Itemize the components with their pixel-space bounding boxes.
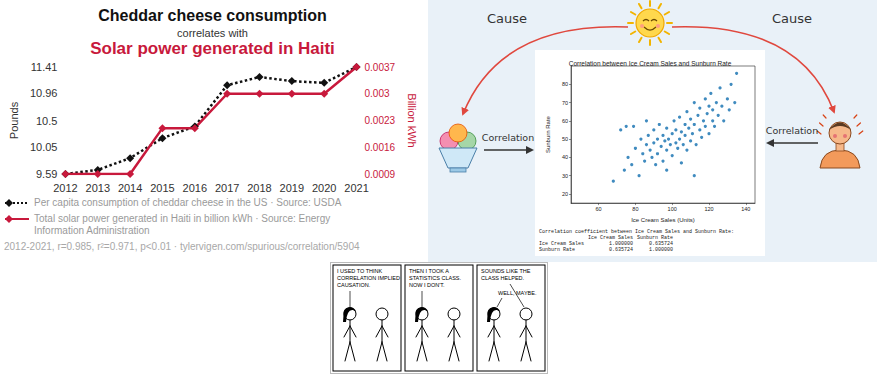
svg-text:60: 60 xyxy=(596,206,602,212)
svg-text:Cause: Cause xyxy=(487,11,527,26)
svg-text:Ice Cream Sales (Units): Ice Cream Sales (Units) xyxy=(631,217,695,223)
svg-text:Pounds: Pounds xyxy=(8,101,20,139)
svg-text:2013: 2013 xyxy=(86,182,110,194)
svg-text:CORRELATION IMPLIED: CORRELATION IMPLIED xyxy=(337,275,400,281)
svg-text:Sunburn Rate: Sunburn Rate xyxy=(545,115,551,153)
html-text:Total solar power generated in: Total solar power generated in Haiti in … xyxy=(34,213,331,236)
svg-text:50: 50 xyxy=(562,136,568,142)
svg-text:2014: 2014 xyxy=(118,182,142,194)
svg-text:THEN I TOOK A: THEN I TOOK A xyxy=(409,268,449,274)
svg-text:NOW I DON'T.: NOW I DON'T. xyxy=(409,282,445,288)
svg-text:SOUNDS LIKE THE: SOUNDS LIKE THE xyxy=(481,268,531,274)
svg-text:2017: 2017 xyxy=(215,182,239,194)
svg-text:2019: 2019 xyxy=(280,182,304,194)
svg-text:STATISTICS CLASS.: STATISTICS CLASS. xyxy=(409,275,462,281)
svg-text:10.05: 10.05 xyxy=(30,141,58,153)
html-text:Correlation coefficient betwee: Correlation coefficient between Ice Crea… xyxy=(539,229,734,235)
svg-text:10.5: 10.5 xyxy=(36,115,57,127)
html-text:Sunburn Rate: Sunburn Rate xyxy=(539,247,575,253)
svg-text:140: 140 xyxy=(741,206,750,212)
svg-text:70: 70 xyxy=(562,100,568,106)
svg-text:0.0009: 0.0009 xyxy=(365,169,396,180)
svg-text:120: 120 xyxy=(704,206,713,212)
svg-text:Correlation: Correlation xyxy=(482,132,534,143)
svg-text:Correlation: Correlation xyxy=(766,125,818,136)
svg-text:correlates with: correlates with xyxy=(177,27,248,39)
svg-text:10.96: 10.96 xyxy=(30,87,58,99)
svg-text:2015: 2015 xyxy=(150,182,174,194)
svg-text:30: 30 xyxy=(562,173,568,179)
html-text:Sunburn Rate: Sunburn Rate xyxy=(637,235,673,241)
svg-text:WELL, MAYBE.: WELL, MAYBE. xyxy=(498,290,537,296)
svg-text:CAUSATION.: CAUSATION. xyxy=(337,282,371,288)
html-text:1.000000: 1.000000 xyxy=(649,247,673,253)
svg-text:11.41: 11.41 xyxy=(31,61,58,73)
svg-text:2012: 2012 xyxy=(53,182,77,194)
html-text:1.000000: 1.000000 xyxy=(609,241,633,247)
html-text:Ice Cream Sales: Ice Cream Sales xyxy=(588,235,633,241)
svg-text:0.0037: 0.0037 xyxy=(365,62,396,73)
svg-text:Cheddar cheese consumption: Cheddar cheese consumption xyxy=(98,7,327,24)
svg-text:60: 60 xyxy=(562,118,568,124)
svg-text:CLASS HELPED.: CLASS HELPED. xyxy=(481,275,525,281)
html-text:Per capita consumption of ched: Per capita consumption of cheddar cheese… xyxy=(34,197,342,208)
html-text:0.635724: 0.635724 xyxy=(649,241,673,247)
svg-text:Solar power generated in Haiti: Solar power generated in Haiti xyxy=(90,39,335,58)
svg-text:Cause: Cause xyxy=(772,11,812,26)
svg-text:40: 40 xyxy=(562,154,568,160)
svg-text:0.0016: 0.0016 xyxy=(365,142,396,153)
svg-text:0.0023: 0.0023 xyxy=(365,115,396,126)
svg-text:2020: 2020 xyxy=(312,182,336,194)
svg-text:2018: 2018 xyxy=(247,182,271,194)
svg-text:80: 80 xyxy=(632,206,638,212)
svg-text:20: 20 xyxy=(562,191,568,197)
html-text:Ice Cream Sales: Ice Cream Sales xyxy=(539,241,584,247)
svg-text:I USED TO THINK: I USED TO THINK xyxy=(337,268,383,274)
html-text:0.635724: 0.635724 xyxy=(609,247,633,253)
html-text:2012-2021, r=0.985, r²=0.971,: 2012-2021, r=0.985, r²=0.971, p<0.01 · t… xyxy=(4,241,360,252)
svg-text:80: 80 xyxy=(562,81,568,87)
svg-text:0.003: 0.003 xyxy=(365,88,390,99)
svg-text:2016: 2016 xyxy=(183,182,207,194)
svg-text:2021: 2021 xyxy=(344,182,368,194)
svg-text:Correlation between Ice Cream: Correlation between Ice Cream Sales and … xyxy=(569,60,732,67)
svg-text:100: 100 xyxy=(668,206,677,212)
svg-text:9.59: 9.59 xyxy=(36,168,57,180)
svg-text:Billion kWh: Billion kWh xyxy=(406,93,418,147)
